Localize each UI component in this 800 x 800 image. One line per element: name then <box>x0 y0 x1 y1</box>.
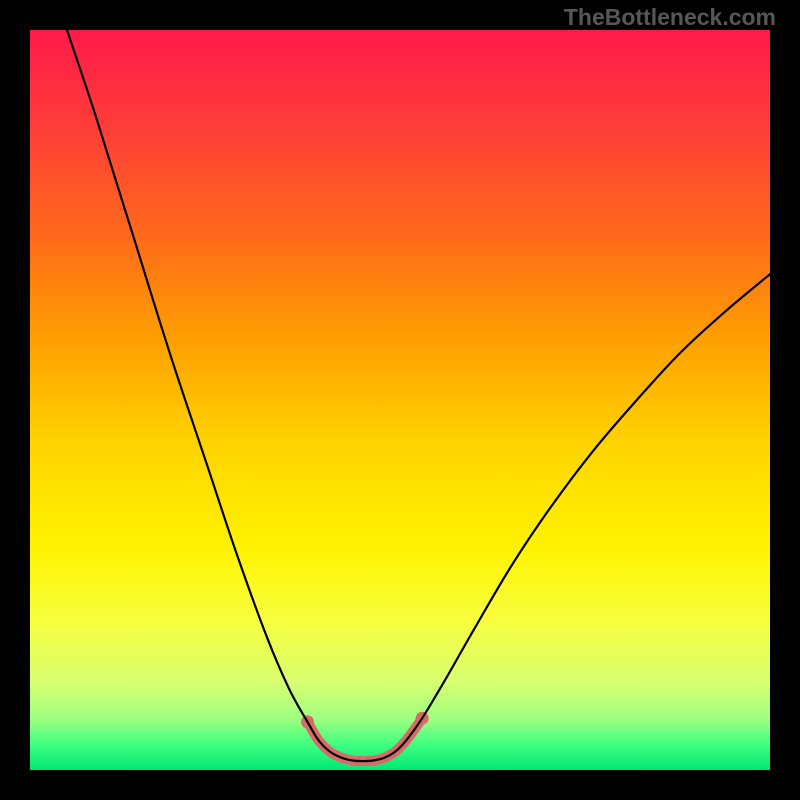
chart-container: TheBottleneck.com <box>0 0 800 800</box>
plot-background <box>30 30 770 770</box>
bottleneck-chart <box>0 0 800 800</box>
